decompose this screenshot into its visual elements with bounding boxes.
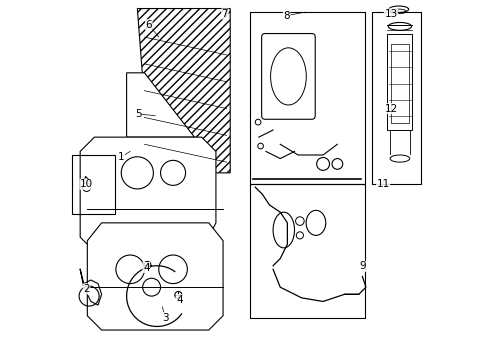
Text: 10: 10 xyxy=(80,179,93,189)
Bar xyxy=(250,184,365,318)
Polygon shape xyxy=(80,137,216,251)
Bar xyxy=(372,12,421,184)
Polygon shape xyxy=(137,9,230,173)
Text: 5: 5 xyxy=(135,109,141,119)
Polygon shape xyxy=(87,223,223,330)
Bar xyxy=(72,155,115,214)
Text: 13: 13 xyxy=(384,9,397,19)
Text: 1: 1 xyxy=(118,152,124,162)
Bar xyxy=(390,44,408,123)
Text: 6: 6 xyxy=(145,19,152,30)
Text: 3: 3 xyxy=(162,312,168,323)
Text: 11: 11 xyxy=(376,179,389,189)
Text: 12: 12 xyxy=(384,104,397,113)
Bar xyxy=(250,12,365,184)
Bar xyxy=(386,33,411,130)
Text: 4: 4 xyxy=(176,295,183,305)
Text: 8: 8 xyxy=(283,11,289,21)
Polygon shape xyxy=(126,73,194,137)
Text: 4: 4 xyxy=(142,262,149,273)
Text: 7: 7 xyxy=(221,9,228,19)
Text: 9: 9 xyxy=(359,261,366,271)
Text: 2: 2 xyxy=(83,284,90,294)
